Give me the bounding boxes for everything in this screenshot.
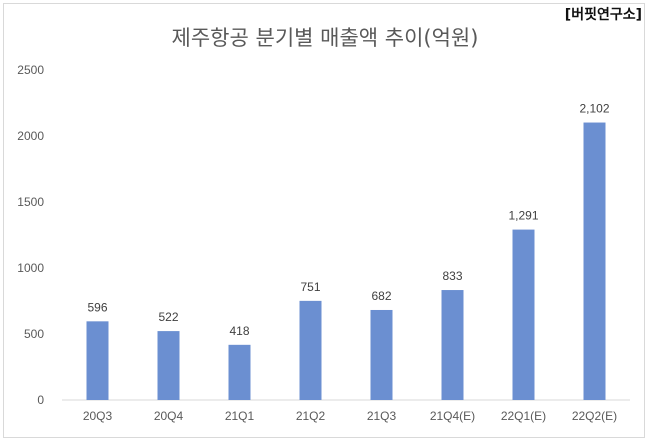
x-tick-label: 20Q4 bbox=[154, 409, 184, 423]
y-tick-label: 1500 bbox=[17, 195, 44, 209]
bar bbox=[157, 331, 180, 400]
chart-frame bbox=[3, 3, 645, 438]
y-tick-label: 500 bbox=[24, 327, 44, 341]
x-tick-label: 21Q2 bbox=[296, 409, 326, 423]
bar bbox=[299, 300, 322, 400]
x-tick-label: 20Q3 bbox=[83, 409, 113, 423]
data-label: 682 bbox=[371, 289, 391, 303]
bar bbox=[441, 290, 464, 400]
bar bbox=[583, 122, 606, 400]
bar bbox=[86, 321, 109, 400]
data-label: 522 bbox=[158, 310, 178, 324]
x-tick-label: 21Q1 bbox=[225, 409, 255, 423]
y-tick-label: 2000 bbox=[17, 129, 44, 143]
data-label: 751 bbox=[300, 280, 320, 294]
data-label: 2,102 bbox=[579, 102, 609, 116]
data-label: 596 bbox=[87, 300, 107, 314]
data-label: 1,291 bbox=[508, 209, 538, 223]
watermark-label: [버핏연구소] bbox=[564, 7, 642, 23]
bar bbox=[512, 229, 535, 400]
bar bbox=[370, 309, 393, 400]
x-tick-label: 21Q3 bbox=[367, 409, 397, 423]
data-label: 418 bbox=[229, 324, 249, 338]
x-tick-label: 21Q4(E) bbox=[430, 409, 475, 423]
y-tick-label: 2500 bbox=[17, 63, 44, 77]
bar bbox=[228, 344, 251, 400]
x-tick-label: 22Q2(E) bbox=[572, 409, 617, 423]
y-tick-label: 0 bbox=[37, 393, 44, 407]
y-tick-label: 1000 bbox=[17, 261, 44, 275]
data-label: 833 bbox=[442, 269, 462, 283]
chart-title: 제주항공 분기별 매출액 추이(억원) bbox=[171, 26, 479, 50]
x-tick-label: 22Q1(E) bbox=[501, 409, 546, 423]
